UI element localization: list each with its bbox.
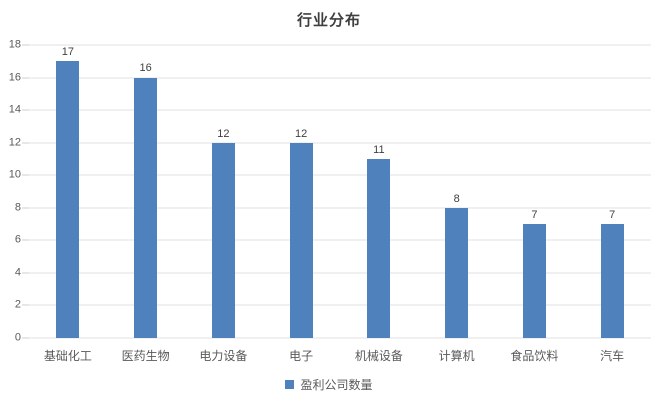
plot-area: 0 2 4 6 8 10 12 14 16 18 17 16 12 12 11 8 7 7 [9, 39, 651, 343]
y-axis-tick [22, 142, 29, 144]
bar-group: 12 [185, 45, 263, 338]
bar-group: 7 [573, 45, 651, 338]
y-axis-label: 8 [14, 201, 21, 214]
x-axis-label: 计算机 [438, 349, 475, 363]
y-axis-tick [22, 272, 29, 274]
y-axis-tick [22, 207, 29, 209]
bar-value-label: 17 [61, 46, 74, 59]
bar [134, 77, 158, 338]
bar-value-label: 7 [609, 208, 616, 221]
bar-value-label: 11 [373, 143, 385, 156]
y-axis-label: 0 [14, 331, 21, 344]
bar [211, 142, 235, 338]
y-axis-tick [22, 239, 29, 241]
x-axis-label: 汽车 [600, 349, 625, 363]
bar-group: 7 [496, 45, 574, 338]
y-axis-label: 10 [8, 168, 21, 181]
bar-group: 16 [107, 45, 185, 338]
gridline [29, 142, 651, 144]
bar [289, 142, 313, 338]
y-axis-label: 16 [8, 71, 21, 84]
bar-series: 17 16 12 12 11 8 7 7 [29, 45, 651, 338]
y-axis-tick [22, 304, 29, 306]
y-axis-tick [22, 77, 29, 79]
gridline [29, 77, 651, 79]
y-axis-tick [22, 174, 29, 176]
x-axis-label: 食品饮料 [510, 349, 559, 363]
y-axis-label: 14 [8, 103, 21, 116]
y-axis-label: 12 [8, 136, 21, 149]
bar-group: 8 [418, 45, 496, 338]
x-axis-label: 医药生物 [121, 349, 170, 363]
legend-swatch-icon [285, 380, 295, 389]
gridline [29, 272, 651, 274]
bar-value-label: 16 [139, 62, 152, 75]
gridline [29, 109, 651, 111]
bar-group: 17 [29, 45, 107, 338]
y-axis-tick [22, 109, 29, 111]
x-axis-label: 基础化工 [43, 349, 92, 363]
bar-value-label: 12 [295, 127, 308, 140]
gridline [29, 304, 651, 306]
y-axis-label: 18 [8, 38, 21, 51]
gridline [29, 239, 651, 241]
gridline [29, 174, 651, 176]
bar-group: 12 [262, 45, 340, 338]
y-axis-tick [22, 44, 29, 46]
bar [522, 224, 546, 338]
bar [600, 224, 624, 338]
gridline [29, 44, 651, 46]
bar-value-label: 12 [217, 127, 230, 140]
legend: 盈利公司数量 [0, 376, 658, 393]
gridline [29, 207, 651, 209]
chart-title: 行业分布 [296, 12, 361, 29]
x-axis-labels: 基础化工 医药生物 电力设备 电子 机械设备 计算机 食品饮料 汽车 [29, 347, 651, 364]
y-axis-label: 2 [14, 298, 21, 311]
bar [445, 207, 469, 338]
bar-group: 11 [340, 45, 418, 338]
bar-value-label: 8 [453, 192, 460, 205]
x-axis-label: 电子 [289, 349, 314, 363]
y-axis-label: 4 [14, 266, 21, 279]
x-axis-label: 电力设备 [199, 349, 248, 363]
y-axis-label: 6 [14, 233, 21, 246]
gridline [29, 337, 651, 339]
bar [367, 158, 391, 338]
bar-value-label: 7 [531, 208, 538, 221]
y-axis-tick [22, 337, 29, 339]
legend-label: 盈利公司数量 [300, 378, 373, 392]
bar [56, 61, 80, 338]
x-axis-label: 机械设备 [354, 349, 403, 363]
